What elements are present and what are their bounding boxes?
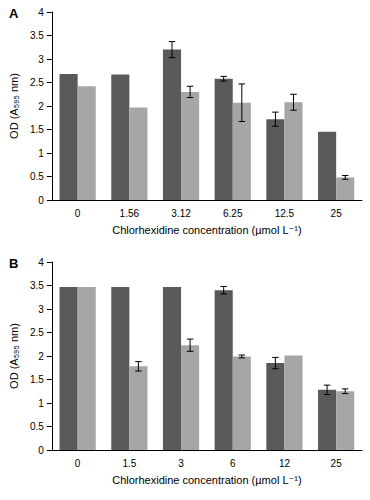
- svg-text:OD (A₅₉₅ nm): OD (A₅₉₅ nm): [8, 73, 20, 139]
- svg-text:1: 1: [38, 398, 44, 409]
- svg-text:4: 4: [38, 7, 44, 18]
- svg-text:6: 6: [230, 458, 236, 469]
- svg-text:3.12: 3.12: [171, 208, 191, 219]
- svg-text:3: 3: [38, 304, 44, 315]
- svg-text:1: 1: [38, 148, 44, 159]
- svg-text:12: 12: [279, 458, 291, 469]
- svg-text:3: 3: [178, 458, 184, 469]
- svg-text:3: 3: [38, 54, 44, 65]
- svg-text:2.5: 2.5: [30, 77, 44, 88]
- svg-text:3.5: 3.5: [30, 280, 44, 291]
- svg-text:1.5: 1.5: [30, 374, 44, 385]
- svg-text:0: 0: [75, 208, 81, 219]
- svg-text:0: 0: [38, 195, 44, 206]
- svg-text:1.56: 1.56: [120, 208, 140, 219]
- svg-text:25: 25: [331, 208, 343, 219]
- svg-text:25: 25: [331, 458, 343, 469]
- svg-text:1.5: 1.5: [122, 458, 136, 469]
- svg-text:OD (A₅₉₅ nm): OD (A₅₉₅ nm): [8, 323, 20, 389]
- svg-text:0.5: 0.5: [30, 171, 44, 182]
- svg-text:4: 4: [38, 257, 44, 268]
- svg-text:1.5: 1.5: [30, 124, 44, 135]
- svg-text:Chlorhexidine concentration (µ: Chlorhexidine concentration (µmol L⁻¹): [112, 474, 301, 486]
- svg-text:2: 2: [38, 101, 44, 112]
- svg-text:3.5: 3.5: [30, 30, 44, 41]
- svg-text:6.25: 6.25: [223, 208, 243, 219]
- svg-text:12.5: 12.5: [275, 208, 295, 219]
- svg-text:2: 2: [38, 351, 44, 362]
- svg-text:B: B: [9, 256, 18, 271]
- svg-text:0: 0: [75, 458, 81, 469]
- svg-text:A: A: [9, 6, 19, 21]
- svg-text:0: 0: [38, 445, 44, 456]
- svg-text:2.5: 2.5: [30, 327, 44, 338]
- svg-text:0.5: 0.5: [30, 421, 44, 432]
- svg-text:Chlorhexidine concentration (µ: Chlorhexidine concentration (µmol L⁻¹): [112, 224, 301, 236]
